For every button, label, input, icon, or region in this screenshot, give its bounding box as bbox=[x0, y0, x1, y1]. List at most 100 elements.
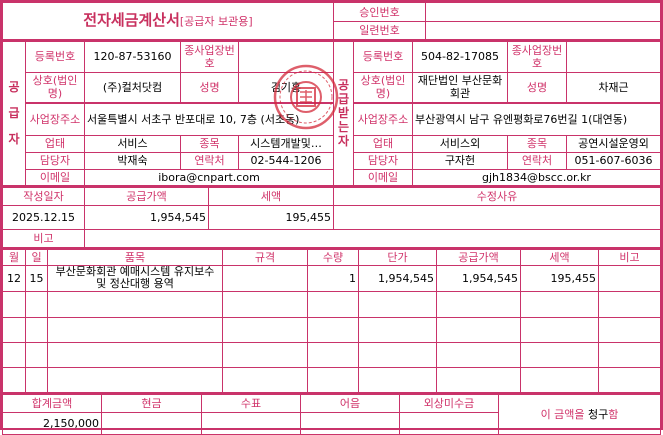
serial-value bbox=[426, 22, 661, 40]
item-item-name bbox=[48, 342, 223, 367]
item-tax bbox=[521, 291, 599, 317]
items-header-remark: 비고 bbox=[599, 249, 661, 265]
buyer-reg-no: 504-82-17085 bbox=[413, 41, 508, 72]
supplier-sub-label: 종사업장번호 bbox=[181, 41, 239, 72]
supplier-addr-label: 사업장주소 bbox=[26, 103, 85, 135]
buyer-rep-label: 성명 bbox=[508, 72, 567, 103]
footer-check-label: 수표 bbox=[202, 394, 301, 413]
reason-label: 수정사유 bbox=[334, 187, 661, 206]
buyer-addr-label: 사업장주소 bbox=[354, 103, 413, 135]
item-row bbox=[3, 367, 661, 392]
item-spec bbox=[223, 342, 308, 367]
supplier-phone-label: 연락처 bbox=[181, 152, 239, 169]
item-qty bbox=[308, 367, 359, 392]
invoice-title: 전자세금계산서[공급자 보관용] bbox=[3, 3, 334, 40]
claim-statement: 이 금액을 청구함 bbox=[499, 394, 661, 435]
footer-credit-label: 외상미수금 bbox=[400, 394, 499, 413]
supplier-side-text: 공급자 bbox=[8, 74, 20, 152]
item-remark bbox=[599, 342, 661, 367]
footer-credit-value bbox=[400, 413, 499, 435]
item-supply bbox=[437, 317, 521, 342]
supplier-rep-label: 성명 bbox=[181, 72, 239, 103]
item-day bbox=[26, 317, 48, 342]
supplier-sub-no bbox=[239, 41, 334, 72]
buyer-contact: 구자헌 bbox=[413, 152, 508, 169]
approval-label: 승인번호 bbox=[334, 3, 426, 22]
item-spec bbox=[223, 367, 308, 392]
item-item-name bbox=[48, 317, 223, 342]
item-month bbox=[3, 317, 26, 342]
items-header-day: 일 bbox=[26, 249, 48, 265]
item-item-name bbox=[48, 367, 223, 392]
item-qty bbox=[308, 317, 359, 342]
footer-total-label: 합계금액 bbox=[3, 394, 102, 413]
footer-cash-value bbox=[102, 413, 202, 435]
footer-note-value bbox=[301, 413, 400, 435]
title-text: 전자세금계산서 bbox=[83, 11, 180, 29]
items-header-month: 월 bbox=[3, 249, 26, 265]
item-supply: 1,954,545 bbox=[437, 265, 521, 291]
buyer-email-label: 이메일 bbox=[354, 169, 413, 185]
item-tax bbox=[521, 317, 599, 342]
item-tax bbox=[521, 367, 599, 392]
claim-word: 청구 bbox=[588, 408, 608, 421]
title-subtitle: [공급자 보관용] bbox=[180, 15, 253, 28]
items-header-tax: 세액 bbox=[521, 249, 599, 265]
items-header-supply: 공급가액 bbox=[437, 249, 521, 265]
supplier-name-label: 상호(법인명) bbox=[26, 72, 85, 103]
item-spec bbox=[223, 265, 308, 291]
footer-cash-label: 현금 bbox=[102, 394, 202, 413]
items-header-item-name: 품목 bbox=[48, 249, 223, 265]
supplier-email: ibora@cnpart.com bbox=[85, 169, 334, 185]
item-unit-price bbox=[359, 367, 437, 392]
item-day bbox=[26, 342, 48, 367]
item-spec bbox=[223, 317, 308, 342]
supplier-side-label: 공급자 bbox=[3, 41, 26, 185]
footer-note-label: 어음 bbox=[301, 394, 400, 413]
buyer-email: gjh1834@bscc.or.kr bbox=[413, 169, 661, 185]
parties-section: 공급자 등록번호 120-87-53160 종사업장번호 공급받는자 등록번호 … bbox=[2, 40, 661, 186]
items-header-unit-price: 단가 bbox=[359, 249, 437, 265]
item-supply bbox=[437, 342, 521, 367]
supplier-item-label: 종목 bbox=[181, 135, 239, 152]
buyer-side-label: 공급받는자 bbox=[334, 41, 354, 185]
supplier-item: 시스템개발및… bbox=[239, 135, 334, 152]
buyer-type-label: 업태 bbox=[354, 135, 413, 152]
note-value bbox=[85, 230, 661, 248]
tax-amount: 195,455 bbox=[209, 206, 334, 230]
issue-date: 2025.12.15 bbox=[3, 206, 85, 230]
buyer-name-label: 상호(법인명) bbox=[354, 72, 413, 103]
buyer-rep: 차재근 bbox=[567, 72, 661, 103]
supplier-rep: 김기홍 bbox=[239, 72, 334, 103]
buyer-addr: 부산광역시 남구 유엔평화로76번길 1(대연동) bbox=[413, 103, 661, 135]
item-qty: 1 bbox=[308, 265, 359, 291]
item-month bbox=[3, 291, 26, 317]
buyer-item: 공연시설운영외 bbox=[567, 135, 661, 152]
buyer-reg-label: 등록번호 bbox=[354, 41, 413, 72]
items-header-qty: 수량 bbox=[308, 249, 359, 265]
supplier-reg-no: 120-87-53160 bbox=[85, 41, 181, 72]
supplier-reg-label: 등록번호 bbox=[26, 41, 85, 72]
buyer-type: 서비스외 bbox=[413, 135, 508, 152]
buyer-item-label: 종목 bbox=[508, 135, 567, 152]
item-row bbox=[3, 291, 661, 317]
item-item-name: 부산문화회관 예매시스템 유지보수 및 정산대행 용역 bbox=[48, 265, 223, 291]
buyer-phone: 051-607-6036 bbox=[567, 152, 661, 169]
supply-label: 공급가액 bbox=[85, 187, 209, 206]
item-qty bbox=[308, 291, 359, 317]
item-remark bbox=[599, 265, 661, 291]
supplier-email-label: 이메일 bbox=[26, 169, 85, 185]
item-row bbox=[3, 317, 661, 342]
item-remark bbox=[599, 291, 661, 317]
footer-total-value: 2,150,000 bbox=[3, 413, 102, 435]
item-unit-price bbox=[359, 317, 437, 342]
supplier-contact: 박재숙 bbox=[85, 152, 181, 169]
item-month bbox=[3, 367, 26, 392]
item-month: 12 bbox=[3, 265, 26, 291]
item-unit-price bbox=[359, 291, 437, 317]
item-day bbox=[26, 367, 48, 392]
item-row bbox=[3, 342, 661, 367]
buyer-name: 재단법인 부산문화회관 bbox=[413, 72, 508, 103]
